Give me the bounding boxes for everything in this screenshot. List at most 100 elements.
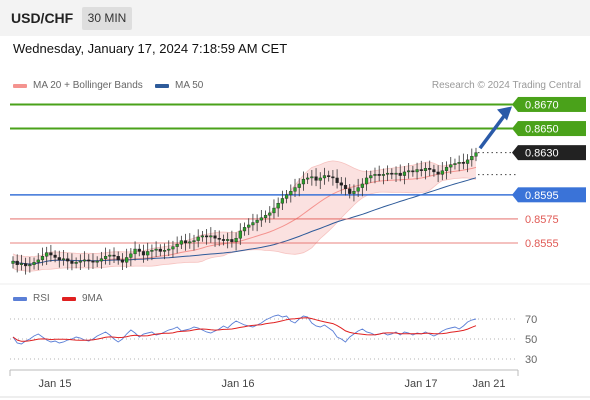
candle-body bbox=[474, 152, 478, 157]
candle-body bbox=[432, 169, 436, 173]
symbol-title: USD/CHF bbox=[11, 10, 74, 26]
candle-body bbox=[150, 250, 154, 252]
ma9-legend-swatch bbox=[62, 297, 76, 301]
chart-datetime: Wednesday, January 17, 2024 7:18:59 AM C… bbox=[13, 41, 288, 56]
candle-body bbox=[45, 252, 49, 257]
ma50-legend-swatch bbox=[155, 84, 169, 88]
candle-body bbox=[348, 188, 352, 194]
candle-body bbox=[15, 260, 19, 265]
candle-body bbox=[255, 219, 259, 223]
chart-credit: Research © 2024 Trading Central bbox=[431, 80, 581, 91]
bollinger-band-area bbox=[13, 155, 476, 272]
candle-body bbox=[461, 162, 465, 164]
candle-body bbox=[280, 198, 284, 204]
candle-body bbox=[284, 194, 289, 199]
candle-body bbox=[272, 207, 276, 214]
candle-body bbox=[221, 239, 226, 241]
candle-body bbox=[297, 183, 301, 188]
candle-body bbox=[415, 169, 419, 173]
candle-body bbox=[167, 248, 171, 251]
candle-body bbox=[335, 177, 339, 183]
ma20-legend-label: MA 20 + Bollinger Bands bbox=[33, 80, 143, 91]
ma50-legend-label: MA 50 bbox=[175, 80, 204, 91]
candle-body bbox=[82, 259, 87, 262]
candle-body bbox=[318, 177, 322, 181]
candle-body bbox=[108, 254, 112, 257]
candle-body bbox=[242, 227, 247, 232]
candle-body bbox=[175, 244, 179, 247]
candle-body bbox=[398, 172, 402, 176]
ma9-legend-label: 9MA bbox=[82, 293, 103, 304]
candle-body bbox=[19, 263, 24, 265]
candle-body bbox=[70, 260, 74, 264]
rsi-legend-swatch bbox=[13, 297, 27, 301]
candle-body bbox=[49, 252, 53, 256]
candle-body bbox=[268, 212, 272, 216]
candle-body bbox=[310, 176, 314, 179]
candle-body bbox=[141, 251, 146, 256]
candle-body bbox=[276, 203, 280, 209]
candle-body bbox=[364, 177, 369, 185]
candle-body bbox=[87, 259, 91, 262]
target-level-tag-pointer bbox=[512, 121, 518, 137]
candle-body bbox=[188, 241, 192, 244]
candle-body bbox=[57, 257, 61, 261]
target-level-tag bbox=[518, 121, 586, 137]
candle-body bbox=[322, 175, 327, 179]
candle-body bbox=[314, 176, 318, 181]
candle-body bbox=[440, 170, 444, 175]
candle-body bbox=[78, 260, 82, 263]
candle-body bbox=[95, 260, 99, 263]
rsi-tick-label: 70 bbox=[525, 314, 537, 326]
candle-body bbox=[327, 175, 331, 177]
target-level-tag bbox=[518, 96, 586, 112]
candle-body bbox=[129, 253, 133, 258]
rsi-ma9-line bbox=[12, 317, 477, 342]
candle-body bbox=[289, 191, 293, 196]
candle-body bbox=[120, 259, 125, 263]
candle-body bbox=[251, 222, 255, 226]
candle-body bbox=[457, 162, 461, 164]
candle-body bbox=[192, 240, 196, 243]
candle-body bbox=[74, 262, 78, 264]
candle-body bbox=[116, 256, 120, 261]
timeframe-button[interactable]: 30 MIN bbox=[82, 7, 132, 30]
candle-body bbox=[394, 172, 398, 175]
candle-body bbox=[133, 248, 137, 255]
last-price-level-tag bbox=[518, 145, 586, 161]
candle-body bbox=[200, 235, 205, 238]
candle-body bbox=[179, 240, 183, 245]
candle-body bbox=[238, 230, 242, 239]
candle-body bbox=[331, 176, 335, 179]
rsi-legend-label: RSI bbox=[33, 293, 50, 304]
candle-body bbox=[40, 256, 45, 261]
candle-body bbox=[360, 183, 364, 188]
rsi-tick-label: 50 bbox=[525, 334, 537, 346]
candle-body bbox=[183, 240, 188, 244]
candle-body bbox=[112, 254, 116, 257]
candle-body bbox=[24, 263, 28, 267]
candle-body bbox=[411, 170, 415, 173]
candle-body bbox=[373, 174, 377, 176]
candle-body bbox=[146, 251, 150, 256]
candle-body bbox=[381, 174, 385, 176]
candle-body bbox=[428, 168, 432, 170]
x-tick-label: Jan 16 bbox=[221, 378, 254, 390]
candle-body bbox=[449, 164, 453, 168]
pivot-level-label: 0.8595 bbox=[525, 190, 559, 202]
last-price-level-tag-pointer bbox=[512, 145, 518, 161]
candle-body bbox=[436, 171, 440, 175]
candle-body bbox=[162, 250, 167, 252]
candle-body bbox=[234, 237, 238, 243]
candle-body bbox=[247, 224, 251, 228]
candle-body bbox=[53, 254, 57, 258]
target-level-label: 0.8670 bbox=[525, 99, 559, 111]
candle-body bbox=[226, 239, 230, 241]
candle-body bbox=[230, 239, 234, 243]
candle-body bbox=[470, 156, 474, 161]
candle-body bbox=[32, 262, 36, 265]
x-tick-label: Jan 17 bbox=[404, 378, 437, 390]
candle-body bbox=[339, 182, 343, 186]
target-level-tag-pointer bbox=[512, 96, 518, 112]
